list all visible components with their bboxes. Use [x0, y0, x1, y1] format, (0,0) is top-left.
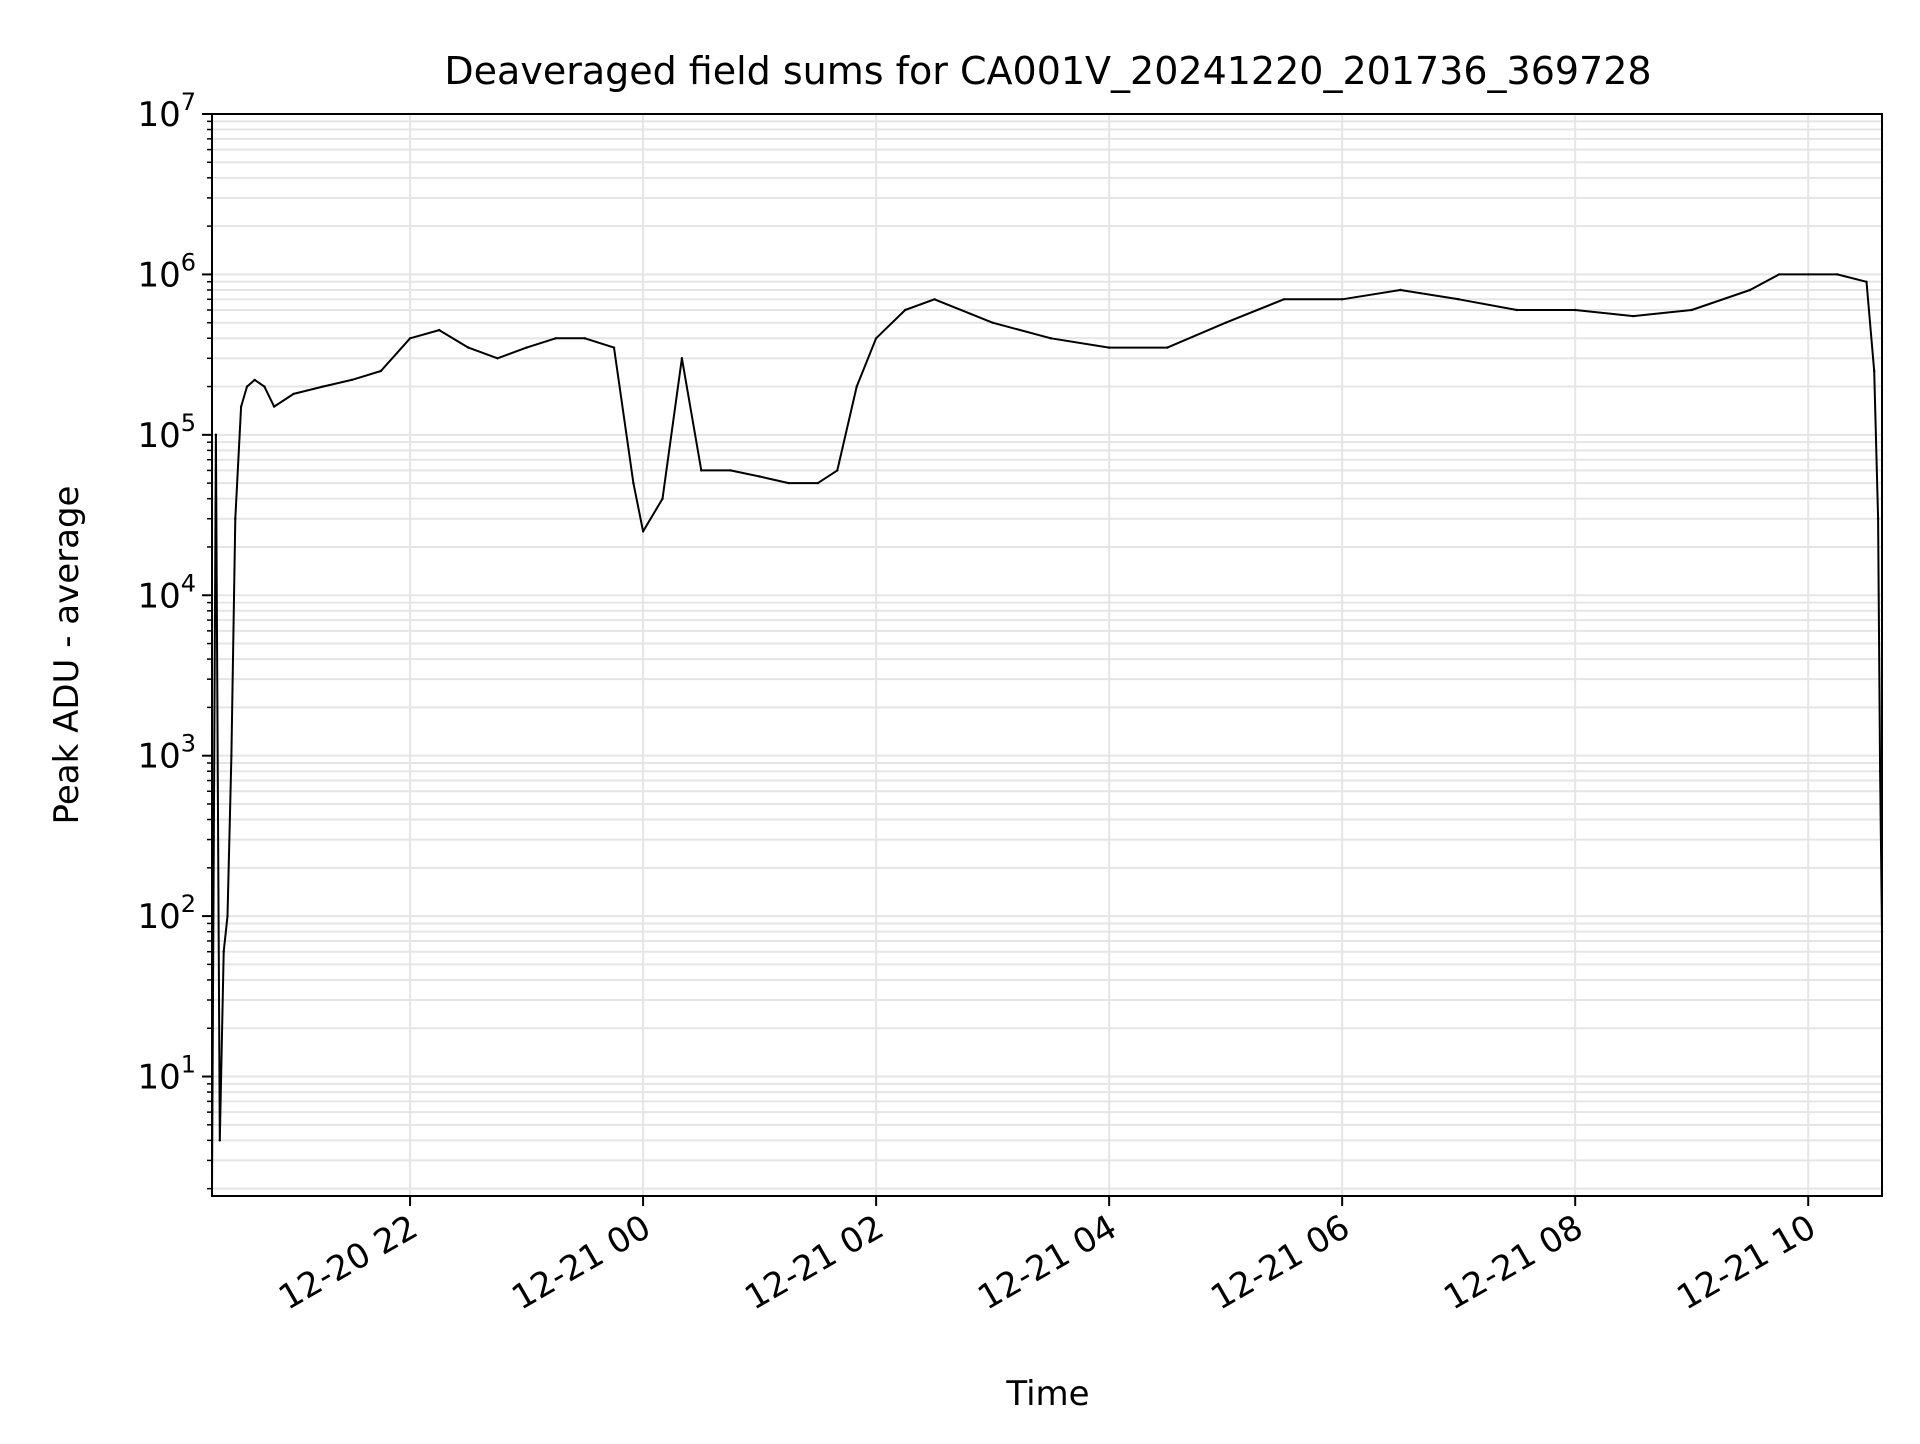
data-point [874, 337, 878, 340]
data-point [222, 950, 225, 953]
data-point [855, 385, 858, 388]
data-point [1399, 288, 1402, 292]
x-tick-label: 12-21 02 [738, 1207, 890, 1318]
data-point [758, 475, 761, 478]
data-point [496, 357, 499, 360]
data-point [525, 346, 528, 349]
y-axis-label: Peak ADU - average [47, 486, 87, 825]
data-point [583, 337, 586, 340]
data-point [234, 517, 237, 520]
data-point [1282, 298, 1286, 301]
data-point [1777, 273, 1781, 276]
data-point [1166, 346, 1169, 349]
data-point [1632, 314, 1635, 318]
data-point [214, 433, 218, 436]
data-point [1876, 517, 1880, 520]
data-point [787, 481, 790, 485]
data-point [816, 481, 820, 485]
data-point [836, 469, 839, 472]
y-tick-label: 104 [137, 569, 196, 616]
data-point [253, 378, 256, 382]
series-line [211, 273, 1883, 1189]
data-point [1457, 298, 1460, 301]
data-point [408, 337, 412, 340]
axis-ticks: 101 102 103 104 105 106 107 12-20 22 12-21 00 12-… [137, 88, 1822, 1318]
chart-title: Deaveraged field sums for CA001V_2024122… [444, 49, 1651, 93]
x-tick-label: 12-21 08 [1437, 1207, 1589, 1318]
x-tick-label: 12-21 10 [1670, 1207, 1822, 1318]
data-point [350, 378, 353, 382]
data-point [661, 497, 664, 500]
data-point [1873, 369, 1876, 373]
data-point [933, 298, 936, 301]
data-point [467, 346, 470, 349]
y-tick-label: 105 [137, 409, 196, 456]
data-series [210, 273, 1884, 1190]
data-point [1865, 280, 1868, 283]
y-tick-label: 107 [137, 88, 196, 135]
data-point [218, 1139, 221, 1142]
data-point [641, 530, 645, 533]
data-point [612, 346, 616, 349]
data-point [1515, 308, 1519, 312]
data-point [239, 405, 243, 408]
data-point [321, 385, 324, 388]
data-point [272, 405, 276, 408]
data-point [554, 337, 557, 340]
data-point [1107, 346, 1111, 349]
data-point [680, 357, 684, 360]
data-point [1807, 273, 1810, 276]
x-axis-label: Time [1005, 1374, 1089, 1414]
y-tick-label: 106 [137, 248, 196, 295]
data-point [1690, 308, 1693, 312]
data-point [226, 914, 229, 918]
data-point [245, 385, 249, 388]
data-point [1341, 298, 1344, 301]
data-point [230, 754, 233, 757]
data-point [632, 481, 635, 485]
data-point [1836, 273, 1839, 276]
data-point [700, 469, 703, 472]
x-tick-label: 12-21 06 [1204, 1207, 1356, 1318]
data-point [1748, 288, 1752, 292]
data-point [1224, 321, 1227, 324]
data-point [1574, 308, 1577, 312]
x-tick-label: 12-20 22 [272, 1207, 424, 1318]
data-point [263, 385, 266, 388]
x-tick-label: 12-21 00 [505, 1207, 657, 1318]
data-point [1049, 337, 1053, 340]
grid-lines [212, 113, 1882, 1196]
plot-frame [211, 113, 1883, 1197]
y-tick-label: 102 [137, 890, 196, 937]
y-tick-label: 103 [137, 730, 196, 777]
data-point [991, 321, 994, 324]
data-point [292, 392, 295, 396]
data-point [904, 308, 907, 312]
data-point [729, 469, 732, 472]
data-point [1878, 770, 1882, 773]
data-point [438, 328, 441, 332]
y-tick-label: 101 [137, 1051, 196, 1098]
x-tick-label: 12-21 04 [971, 1207, 1123, 1318]
data-point [379, 369, 383, 373]
